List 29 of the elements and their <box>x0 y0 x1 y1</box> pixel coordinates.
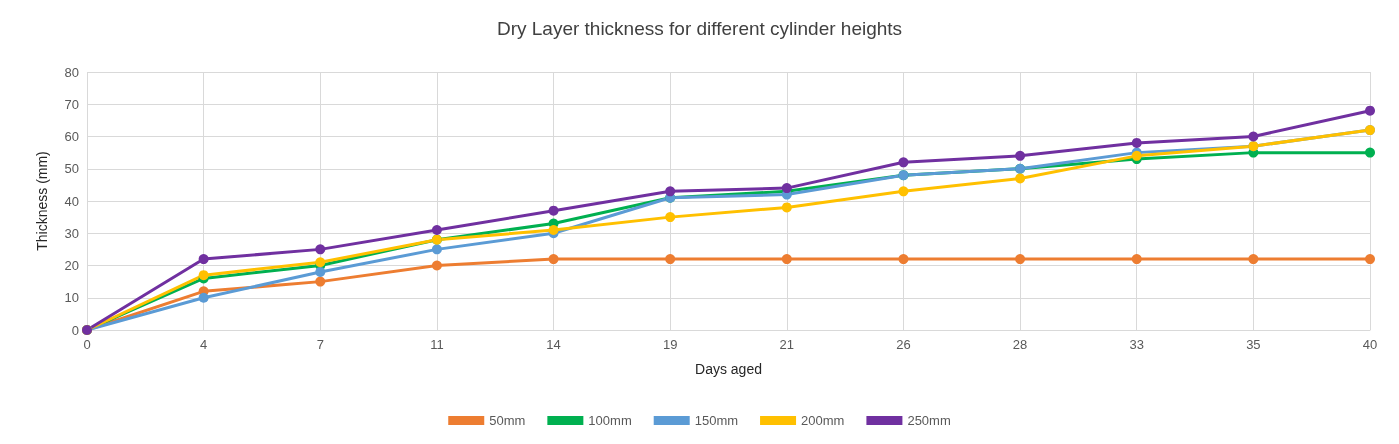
y-tick-label: 30 <box>64 225 79 241</box>
y-tick-label: 0 <box>71 322 79 338</box>
x-tick-label: 26 <box>896 337 911 352</box>
legend-label: 100mm <box>588 413 632 428</box>
x-tick-label: 14 <box>546 337 561 352</box>
x-tick-label: 4 <box>200 337 208 352</box>
legend-label: 250mm <box>907 413 951 428</box>
y-tick-label: 40 <box>64 193 79 209</box>
x-tick-label: 35 <box>1246 337 1261 352</box>
legend-label: 50mm <box>489 413 526 428</box>
legend-label: 200mm <box>801 413 845 428</box>
x-axis-title: Days aged <box>695 361 762 377</box>
chart-title: Dry Layer thickness for different cylinder heights <box>496 18 903 39</box>
y-tick-label: 80 <box>64 64 79 80</box>
x-tick-label: 33 <box>1129 337 1144 352</box>
x-tick-label: 0 <box>83 337 91 352</box>
x-tick-label: 28 <box>1012 337 1028 352</box>
x-tick-label: 21 <box>779 337 795 352</box>
y-tick-label: 10 <box>64 290 79 306</box>
y-axis-title: Thickness (mm) <box>34 151 50 251</box>
legend-label: 150mm <box>694 413 739 428</box>
x-tick-label: 7 <box>316 337 324 352</box>
x-tick-label: 11 <box>430 337 444 352</box>
y-tick-label: 70 <box>64 96 79 112</box>
x-tick-label: 40 <box>1362 337 1378 352</box>
y-tick-label: 20 <box>64 258 79 273</box>
y-tick-label: 60 <box>64 129 79 144</box>
x-tick-label: 19 <box>662 337 678 352</box>
y-tick-label: 50 <box>64 161 79 177</box>
